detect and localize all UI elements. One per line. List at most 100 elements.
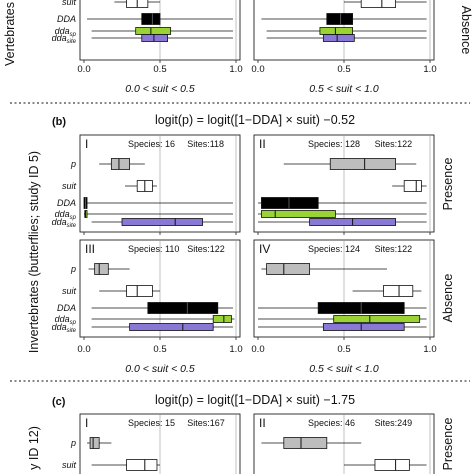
row-label-subscript: site: [67, 328, 77, 334]
section-b-tag: (b): [52, 116, 66, 128]
section-b-tick-left-0: 0.0: [77, 344, 90, 355]
row-label-subscript: site: [67, 39, 77, 45]
box-dda_sp: [319, 27, 354, 35]
row-label-suit: suit: [62, 0, 77, 7]
section-a-right-label: Absence: [459, 6, 473, 55]
species-count: 124: [345, 244, 360, 254]
panel-numeral: II: [259, 137, 266, 151]
box-suit: [126, 285, 153, 297]
section-b-left-caption: 0.0 < suit < 0.5: [125, 363, 195, 375]
section-a-row-label: Vertebrates: [3, 2, 17, 66]
row-label-subscript: sp: [70, 32, 77, 38]
row-label-DDA: DDA: [57, 198, 76, 208]
sites-label: Sites:118: [187, 139, 224, 149]
section-c-formula: logit(p) = logit([1−DDA] × suit) −1.75: [155, 393, 355, 407]
species-label: Species: 46: [308, 418, 355, 428]
box-p: [89, 437, 100, 449]
section-b-y-axis-label: Invertebrates (butterflies; study ID 5): [27, 151, 41, 353]
section-a-tick-right-05: 0.5: [337, 64, 350, 75]
section-b-tick-right-05: 0.5: [337, 344, 350, 355]
row-label-DDA: DDA: [57, 14, 76, 24]
sites-label: Sites:122: [187, 244, 225, 254]
box-dda_site: [129, 323, 214, 331]
section-a-right-caption: 0.5 < suit < 1.0: [309, 83, 379, 95]
section-c-tag: (c): [52, 396, 66, 408]
box-suit: [360, 0, 397, 8]
row-label-DDA: DDA: [57, 303, 76, 313]
sites-label: Sites:167: [187, 418, 225, 428]
box-dda_sp: [333, 315, 421, 323]
row-label-suit: suit: [62, 286, 77, 296]
section-b-tick-right-1: 1.0: [423, 344, 436, 355]
box-dda_site: [121, 218, 203, 226]
section-a-tick-left-0: 0.0: [77, 64, 90, 75]
section-b-formula: logit(p) = logit([1−DDA] × suit) −0.52: [155, 113, 355, 127]
box-suit: [383, 285, 414, 297]
row-label-p: p: [70, 264, 76, 274]
species-label: Species: 16: [128, 139, 175, 149]
species-label: Species: 128: [308, 139, 360, 149]
species-label: Species: 110: [128, 244, 179, 254]
panel-numeral: I: [85, 137, 88, 151]
sites-count: 167: [210, 418, 225, 428]
section-c-y-axis-label: y ID 12): [27, 426, 41, 470]
section-c-presence-label: Presence: [441, 418, 455, 471]
panel-numeral: I: [85, 416, 88, 430]
box-DDA: [147, 302, 219, 314]
box-suit: [374, 459, 410, 471]
species-label: Species: 124: [308, 244, 360, 254]
section-b-right-caption: 0.5 < suit < 1.0: [309, 363, 379, 375]
row-label-suit: suit: [62, 181, 77, 191]
row-label-p: p: [70, 159, 76, 169]
sites-label: Sites:122: [375, 244, 413, 254]
box-DDA: [141, 13, 161, 25]
box-suit: [403, 180, 422, 192]
box-dda_sp: [135, 27, 172, 35]
box-dda_site: [322, 323, 405, 331]
box-p: [110, 158, 131, 170]
species-count: 46: [345, 418, 355, 428]
section-b-tick-left-1: 1.0: [229, 344, 242, 355]
section-b-presence-label: Presence: [441, 158, 455, 211]
sites-count: 122: [210, 244, 225, 254]
section-a-tick-right-1: 1.0: [423, 64, 436, 75]
panel-a-right: [253, 0, 435, 63]
sites-label: Sites:122: [375, 139, 413, 149]
box-DDA: [261, 197, 319, 209]
section-a-tick-left-1: 1.0: [229, 64, 242, 75]
panel-numeral: IV: [259, 242, 270, 256]
section-b-tick-left-05: 0.5: [153, 344, 166, 355]
row-label-subscript: sp: [70, 320, 77, 326]
row-label-subscript: site: [67, 223, 77, 229]
panel-b-I: I Species: 16 Sites:118psuitDDAddaspddasit…: [52, 134, 241, 235]
panel-b-II: II Species: 128 Sites:122: [253, 134, 435, 235]
species-count: 128: [345, 139, 360, 149]
species-label: Species: 15: [128, 418, 175, 428]
panel-b-IV: IV Species: 124 Sites:122: [253, 239, 435, 340]
species-count: 16: [165, 139, 175, 149]
box-p: [266, 263, 311, 275]
species-count: 110: [165, 244, 179, 254]
section-a-tick-right-0: 0.0: [251, 64, 264, 75]
panel-numeral: II: [259, 416, 266, 430]
section-b-tick-right-0: 0.0: [251, 344, 264, 355]
panel-numeral: III: [85, 242, 95, 256]
box-suit: [126, 459, 158, 471]
sites-label: Sites:249: [375, 418, 413, 428]
box-p: [329, 158, 396, 170]
section-a-tick-left-05: 0.5: [153, 64, 166, 75]
row-label-subscript: sp: [70, 215, 77, 221]
sites-count: 249: [397, 418, 412, 428]
box-p: [283, 437, 328, 449]
panel-c-II: II Species: 46 Sites:249: [253, 413, 435, 474]
species-count: 15: [165, 418, 175, 428]
box-dda_sp: [212, 315, 232, 323]
box-dda_site: [141, 34, 168, 42]
box-dda_sp: [261, 210, 336, 218]
box-dda_site: [322, 34, 355, 42]
box-p: [94, 263, 109, 275]
